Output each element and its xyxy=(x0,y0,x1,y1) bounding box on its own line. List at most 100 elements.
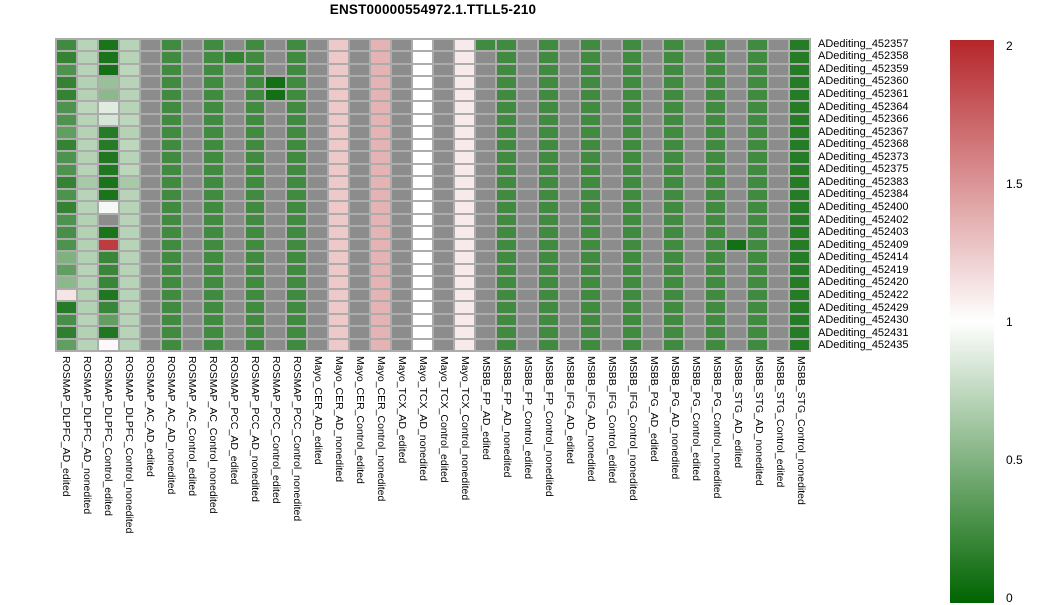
heatmap-cell xyxy=(182,252,202,263)
heatmap-cell xyxy=(266,327,286,338)
heatmap-cell xyxy=(119,302,139,313)
heatmap-cell xyxy=(203,289,223,301)
heatmap-cell xyxy=(98,77,118,88)
heatmap-cell xyxy=(496,102,516,113)
heatmap-cell xyxy=(580,139,600,151)
heatmap-cell xyxy=(203,139,223,151)
heatmap-cell xyxy=(287,314,307,326)
heatmap-cell xyxy=(161,64,181,76)
heatmap-cell xyxy=(413,277,432,288)
heatmap-cell xyxy=(266,139,286,151)
heatmap-cell xyxy=(643,164,663,176)
row-label: ADediting_452357 xyxy=(818,37,909,50)
heatmap-cell xyxy=(119,314,139,326)
heatmap-cell xyxy=(706,164,726,176)
row-label: ADediting_452364 xyxy=(818,100,909,113)
heatmap-cell xyxy=(580,277,600,288)
row-label: ADediting_452383 xyxy=(818,175,909,188)
heatmap-cell xyxy=(161,164,181,176)
heatmap-cell xyxy=(538,64,558,76)
heatmap-cell xyxy=(454,52,474,63)
heatmap-cell xyxy=(140,152,160,163)
heatmap-cell xyxy=(329,89,349,101)
heatmap-cell xyxy=(664,40,684,51)
heatmap-cell xyxy=(161,102,181,113)
heatmap-cell xyxy=(224,114,244,126)
heatmap-cell xyxy=(77,227,97,238)
heatmap-cell xyxy=(517,64,537,76)
heatmap-cell xyxy=(622,264,642,276)
heatmap-cell xyxy=(203,214,223,226)
heatmap-cell xyxy=(559,77,579,88)
heatmap-cell xyxy=(685,252,705,263)
heatmap-cell xyxy=(790,152,809,163)
heatmap-cell xyxy=(538,252,558,263)
heatmap-cell xyxy=(119,202,139,213)
heatmap-cell xyxy=(496,239,516,251)
heatmap-cell xyxy=(643,177,663,188)
heatmap-cell xyxy=(496,89,516,101)
heatmap-cell xyxy=(601,177,621,188)
row-label: ADediting_452419 xyxy=(818,263,909,276)
heatmap-cell xyxy=(224,264,244,276)
heatmap-cell xyxy=(140,164,160,176)
heatmap-cell xyxy=(161,152,181,163)
heatmap-cell xyxy=(413,339,432,350)
heatmap-cell xyxy=(643,114,663,126)
heatmap-cell xyxy=(769,52,789,63)
heatmap-cell xyxy=(308,77,328,88)
heatmap-cell xyxy=(622,127,642,138)
heatmap-cell xyxy=(308,214,328,226)
heatmap-cell xyxy=(643,139,663,151)
heatmap-cell xyxy=(140,227,160,238)
column-label: MSBB_STG_Control_nonedited xyxy=(794,356,807,505)
heatmap-cell xyxy=(245,89,265,101)
heatmap-cell xyxy=(392,202,412,213)
heatmap-cell xyxy=(580,89,600,101)
heatmap-cell xyxy=(245,289,265,301)
heatmap-cell xyxy=(245,264,265,276)
heatmap-cell xyxy=(454,302,474,313)
heatmap-cell xyxy=(413,64,432,76)
heatmap-cell xyxy=(98,277,118,288)
heatmap-cell xyxy=(98,114,118,126)
heatmap-cell xyxy=(769,227,789,238)
heatmap-cell xyxy=(538,139,558,151)
heatmap-cell xyxy=(685,277,705,288)
heatmap-cell xyxy=(664,77,684,88)
heatmap-cell xyxy=(308,202,328,213)
heatmap-cell xyxy=(287,64,307,76)
heatmap-cell xyxy=(517,202,537,213)
heatmap-cell xyxy=(308,164,328,176)
heatmap-cell xyxy=(287,114,307,126)
heatmap-cell xyxy=(538,327,558,338)
heatmap-cell xyxy=(203,264,223,276)
heatmap-cell xyxy=(769,289,789,301)
heatmap-cell xyxy=(350,214,370,226)
heatmap-cell xyxy=(580,227,600,238)
heatmap-cell xyxy=(706,214,726,226)
heatmap-cell xyxy=(643,289,663,301)
heatmap-cell xyxy=(685,64,705,76)
heatmap-cell xyxy=(790,289,809,301)
row-label: ADediting_452402 xyxy=(818,213,909,226)
heatmap-cell xyxy=(392,164,412,176)
heatmap-cell xyxy=(685,189,705,201)
heatmap-cell xyxy=(685,264,705,276)
heatmap-cell xyxy=(580,40,600,51)
column-label: Mayo_TCX_Control_nonedited xyxy=(458,356,471,501)
heatmap-cell xyxy=(203,52,223,63)
heatmap-cell xyxy=(57,327,76,338)
heatmap-cell xyxy=(727,239,747,251)
heatmap-cell xyxy=(496,189,516,201)
heatmap-cell xyxy=(287,327,307,338)
column-label: Mayo_CER_Control_edited xyxy=(353,356,366,484)
heatmap-cell xyxy=(371,239,391,251)
heatmap-cell xyxy=(454,314,474,326)
heatmap-cell xyxy=(329,289,349,301)
heatmap-cell xyxy=(413,327,432,338)
heatmap-cell xyxy=(664,214,684,226)
heatmap-cell xyxy=(119,227,139,238)
heatmap-cell xyxy=(203,177,223,188)
